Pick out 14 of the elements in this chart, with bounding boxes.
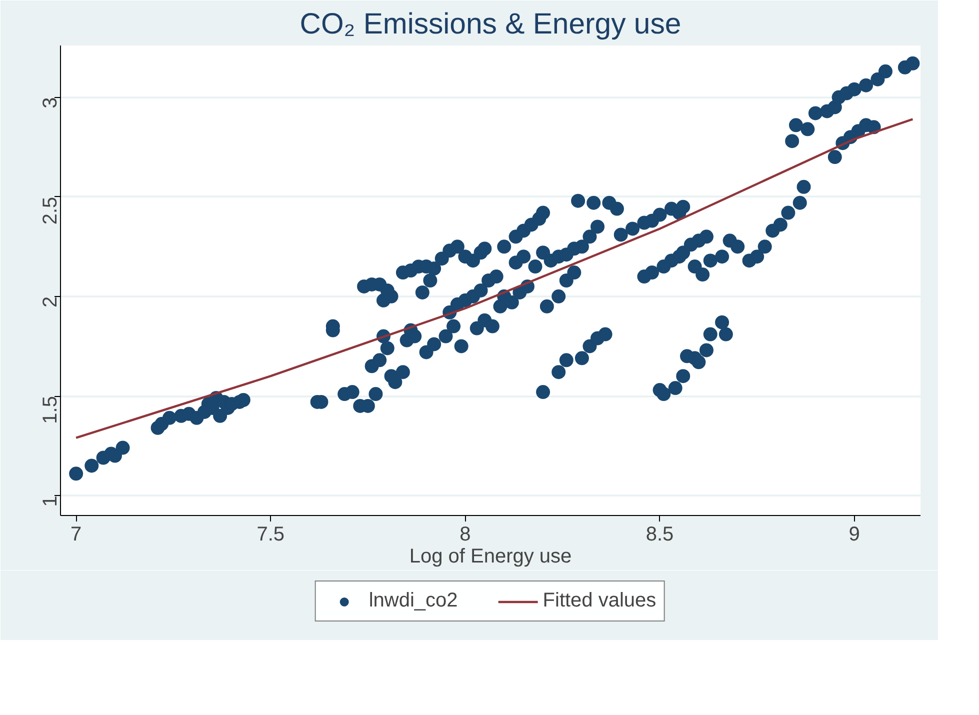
x-tick-label: 8 — [460, 524, 471, 546]
legend-label: Fitted values — [542, 590, 656, 612]
x-tick-label: 9 — [848, 524, 860, 546]
y-tick-label: 2.5 — [40, 196, 62, 225]
y-tick-label: 1.5 — [40, 396, 62, 424]
y-tick-label: 2 — [40, 296, 62, 308]
x-tick-label: 8.5 — [646, 524, 674, 546]
chart-title: CO₂ Emissions & Energy use — [300, 8, 682, 40]
y-tick-label: 1 — [40, 496, 62, 507]
x-tick-label: 7.5 — [256, 524, 285, 546]
legend-label: lnwdi_co2 — [368, 590, 458, 612]
x-axis-title: Log of Energy use — [409, 546, 572, 568]
y-tick-label: 3 — [40, 97, 62, 108]
x-tick-label: 7 — [70, 524, 82, 546]
